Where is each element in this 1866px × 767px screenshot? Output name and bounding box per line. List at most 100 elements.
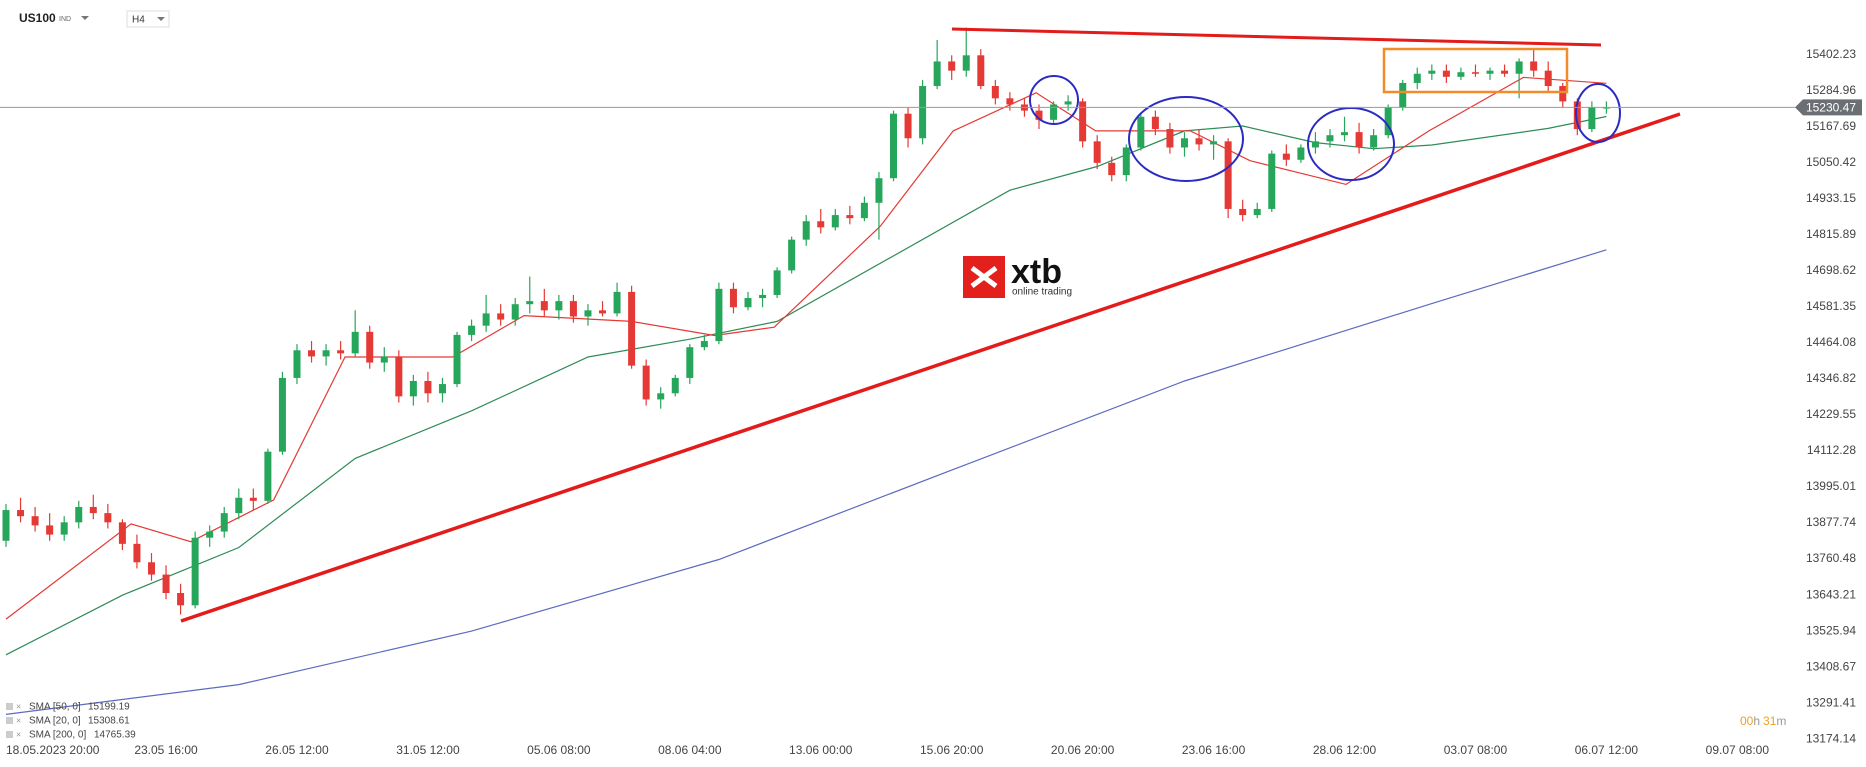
candle-body [293, 350, 301, 378]
timer-h: h [1753, 714, 1760, 728]
candle-body [875, 178, 883, 203]
candle-body [380, 356, 388, 363]
dropdown-arrow[interactable] [157, 17, 165, 21]
x-tick-label: 03.07 08:00 [1444, 743, 1508, 757]
y-tick-label: 13174.14 [1806, 731, 1856, 745]
candle-body [788, 239, 796, 271]
candle-body [773, 270, 781, 295]
highlight-ellipse [1307, 107, 1395, 181]
candle-body [104, 513, 112, 523]
highlight-ellipse [1029, 75, 1079, 125]
candle-body [1224, 141, 1232, 209]
candle-body [264, 451, 272, 501]
candle-body [453, 334, 461, 385]
legend-name: SMA [200, 0] [29, 730, 86, 741]
y-tick-label: 13525.94 [1806, 623, 1856, 637]
current-price-label: 15230.47 [1806, 101, 1856, 115]
legend-icon[interactable] [6, 731, 13, 738]
candle-body [729, 288, 737, 308]
candle-body [846, 215, 854, 219]
timeframe-box[interactable] [126, 10, 170, 28]
candle-body [1588, 107, 1596, 130]
y-tick-label: 14229.55 [1806, 407, 1856, 421]
candle-body [249, 497, 257, 501]
candle-body [642, 365, 650, 400]
candle-body [1341, 132, 1349, 136]
candle-body [890, 113, 897, 179]
candle-body [1471, 72, 1479, 74]
candle-body [1137, 116, 1145, 148]
candle-body [438, 384, 446, 394]
dropdown-arrow[interactable] [81, 16, 89, 20]
support-trendline [180, 112, 1681, 623]
legend-icon[interactable] [6, 703, 13, 710]
candle-body [904, 113, 912, 139]
candle-body [1282, 153, 1290, 160]
legend-icon[interactable] [6, 717, 13, 724]
y-tick-label: 14112.28 [1807, 443, 1856, 457]
candle-body [977, 55, 985, 87]
candle-body [220, 513, 228, 532]
candle-body [1239, 208, 1247, 216]
candle-body [1559, 86, 1567, 102]
legend-name: SMA [50, 0] [29, 702, 81, 713]
timeframe[interactable]: H4 [132, 15, 145, 26]
candle-body [1457, 72, 1465, 77]
y-tick-label: 14464.08 [1806, 335, 1856, 349]
candle-body [540, 301, 548, 311]
y-tick-label: 14581.35 [1806, 299, 1856, 313]
candle-body [206, 531, 214, 538]
sma-line [5, 249, 1607, 715]
candle-body [1413, 73, 1421, 83]
candle-body [1602, 107, 1610, 109]
candle-body [1573, 101, 1581, 130]
candle-body [511, 304, 519, 320]
sma-line [5, 76, 1607, 620]
candle-body [526, 301, 534, 305]
candle-body [1166, 129, 1174, 148]
highlight-ellipse [1575, 83, 1621, 143]
candle-body [1195, 138, 1203, 145]
candle-body [569, 301, 577, 317]
candle-body [1079, 101, 1087, 142]
sma-line [5, 115, 1607, 656]
candle-body [1544, 70, 1552, 87]
candle-body [1268, 153, 1276, 209]
y-tick-label: 15167.69 [1806, 119, 1856, 133]
candle-body [1355, 132, 1363, 148]
y-tick-label: 15050.42 [1806, 155, 1856, 169]
candle-body [1442, 70, 1450, 77]
candle-body [322, 350, 330, 357]
x-tick-label: 20.06 20:00 [1051, 743, 1115, 757]
y-tick-label: 14698.62 [1806, 263, 1856, 277]
candle-body [1530, 61, 1538, 71]
timer-m: m [1776, 714, 1786, 728]
y-tick-label: 13995.01 [1806, 479, 1856, 493]
candle-body [991, 86, 999, 99]
candle-body [1253, 208, 1261, 216]
candle-body [671, 377, 679, 394]
symbol[interactable]: US100 [19, 11, 56, 25]
candle-body [1297, 147, 1305, 160]
candle-body [235, 497, 243, 514]
candle-body [75, 506, 83, 523]
x-tick-label: 31.05 12:00 [396, 743, 460, 757]
legend-x: × [16, 701, 21, 711]
legend-value: 15199.19 [88, 702, 130, 713]
candle-body [1180, 138, 1188, 148]
y-tick-label: 15402.23 [1806, 47, 1856, 61]
x-tick-label: 15.06 20:00 [920, 743, 984, 757]
x-tick-label: 05.06 08:00 [527, 743, 591, 757]
logo-brand: xtb [1011, 253, 1062, 291]
x-tick-label: 18.05.2023 20:00 [6, 743, 100, 757]
candle-body [715, 288, 723, 342]
candle-body [1486, 70, 1494, 74]
candle-body [177, 593, 185, 606]
candle-body [831, 215, 839, 228]
candle-body [366, 331, 374, 363]
y-tick-label: 15284.96 [1806, 83, 1856, 97]
logo-cross [970, 266, 998, 288]
candle-body [962, 55, 970, 71]
candle-body [395, 356, 403, 397]
